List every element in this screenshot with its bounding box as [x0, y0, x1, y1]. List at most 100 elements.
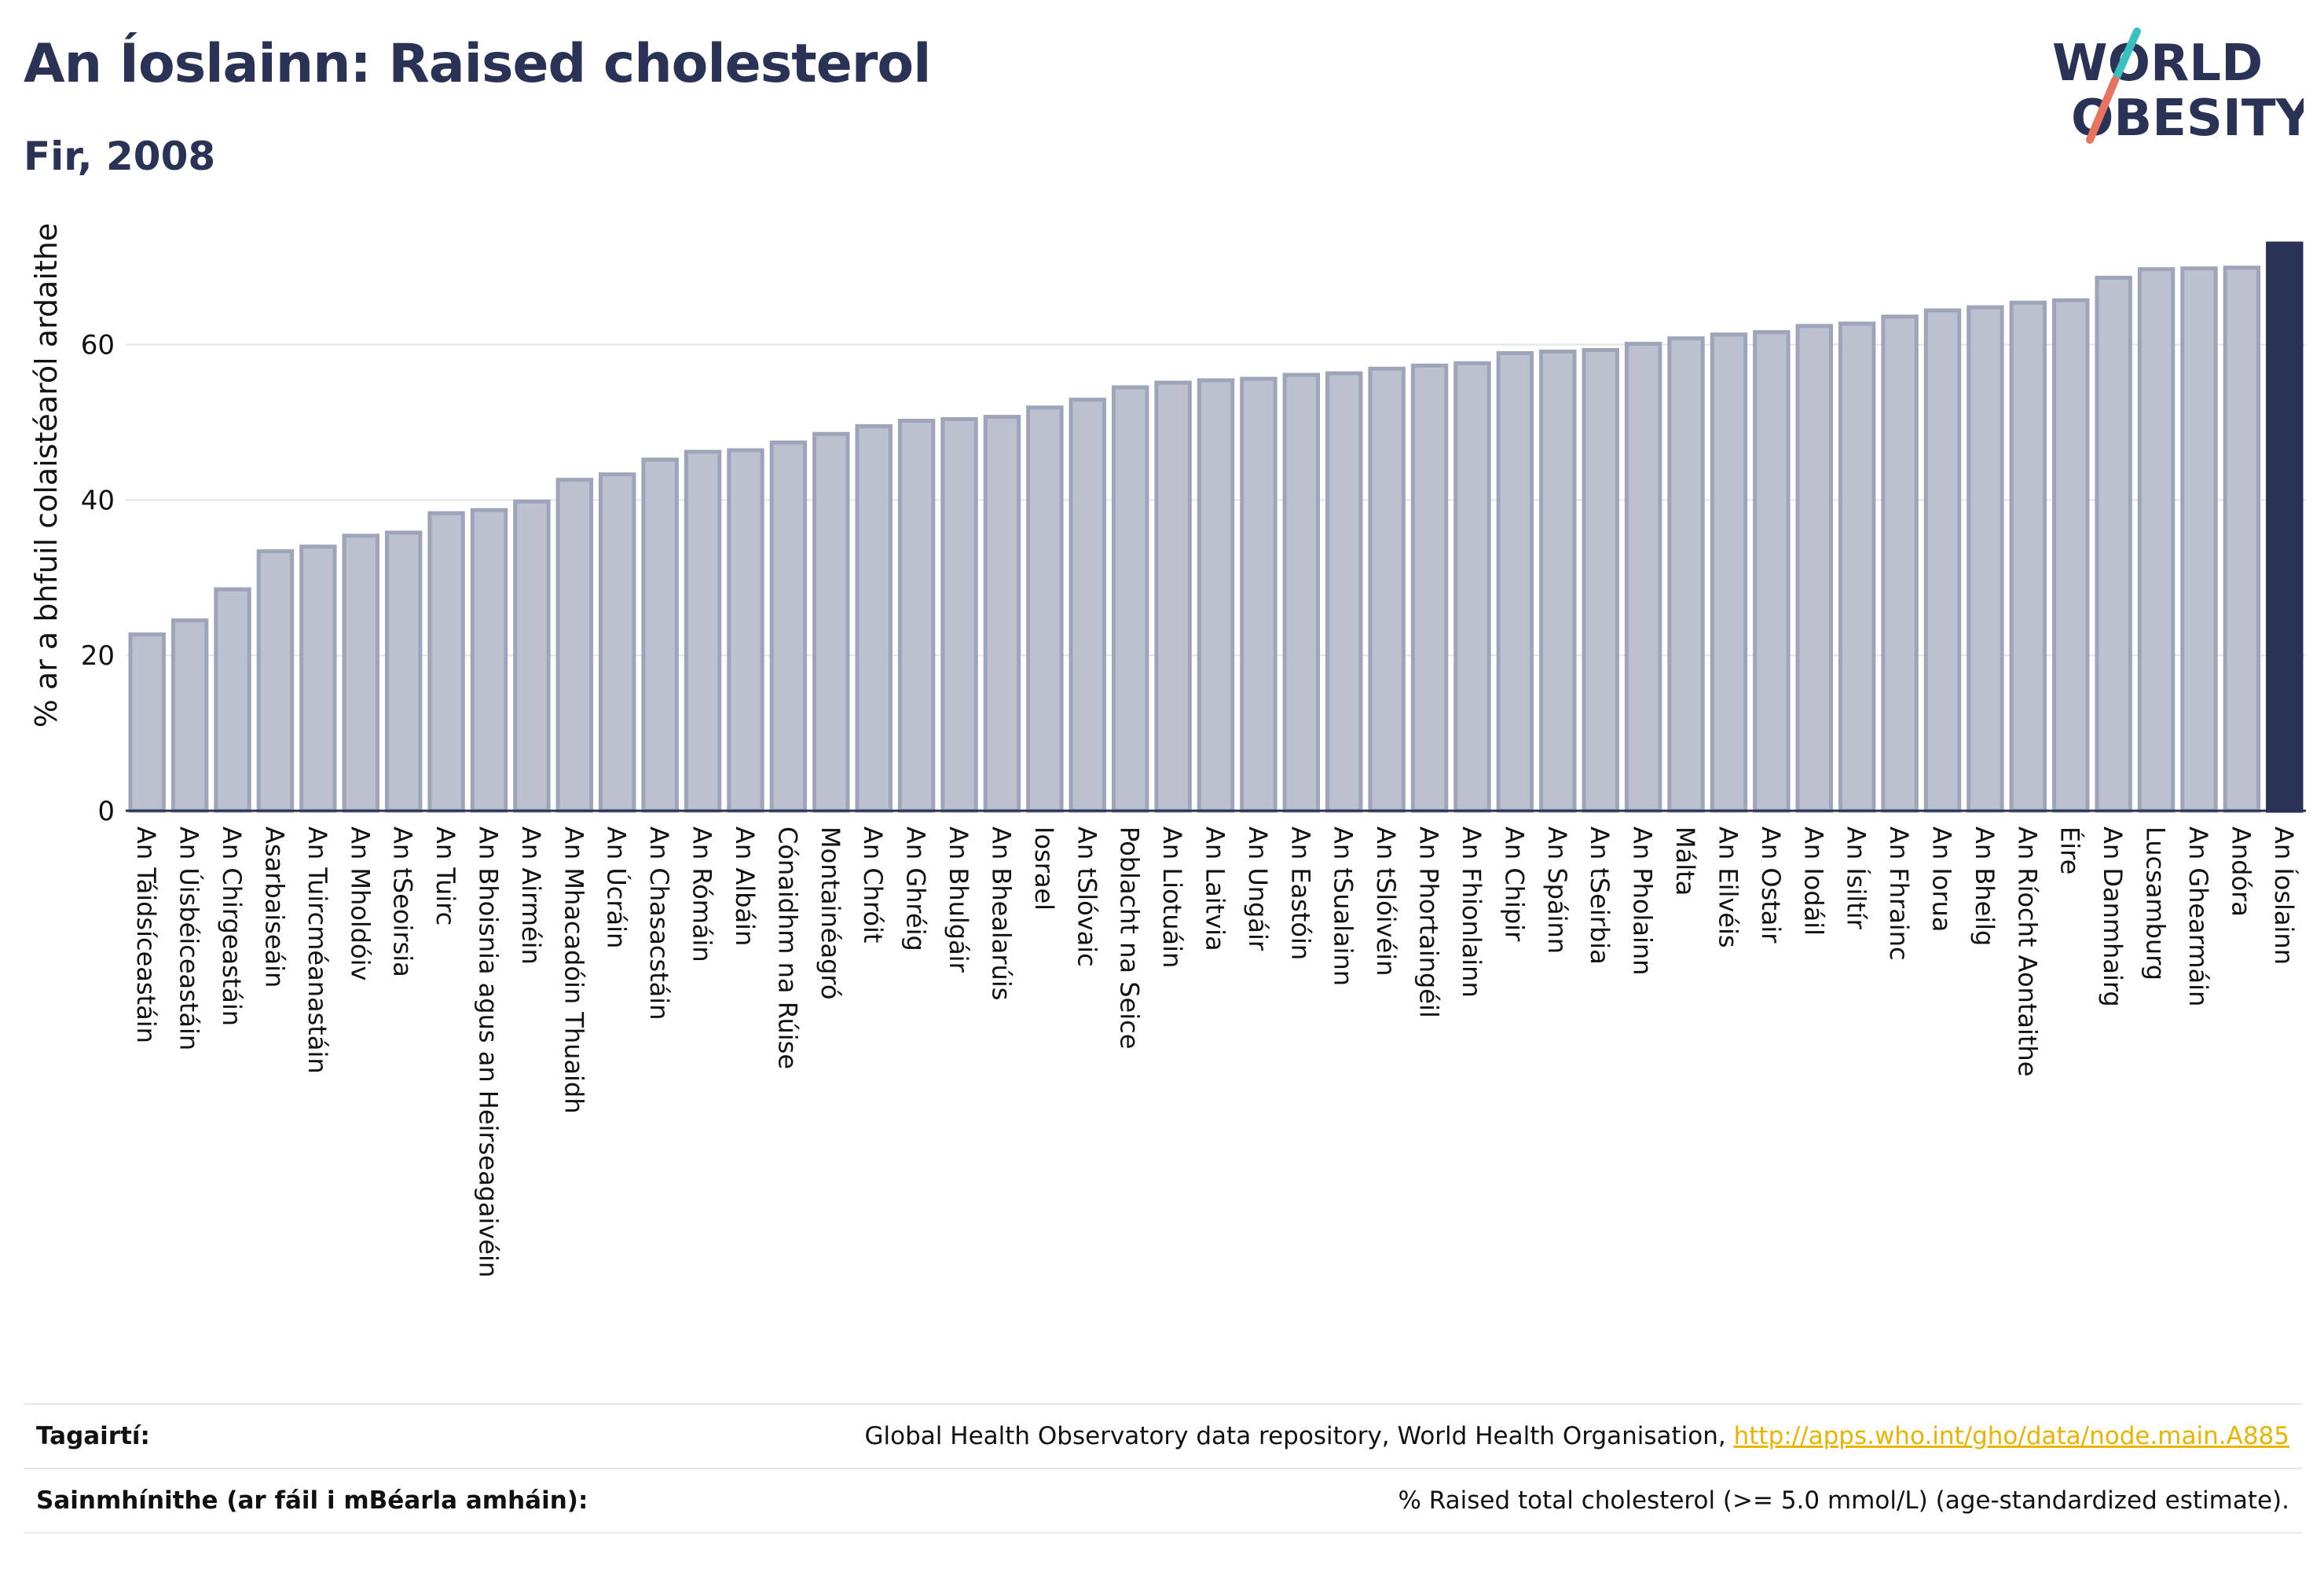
x-tick-label: An Liotuáin	[1157, 826, 1187, 968]
x-tick-label: An Iodáil	[1798, 826, 1828, 936]
x-tick-label: Asarbaiseáin	[259, 826, 289, 988]
x-tick-label: An Chirgeastáin	[217, 826, 247, 1026]
bar	[128, 632, 166, 813]
references-text: Global Health Observatory data repositor…	[864, 1422, 1734, 1450]
x-tick-labels: An Táidsíceastáin An Úisbéiceastáin An Chi…	[131, 826, 2299, 1277]
x-tick-label: An Phortaingéil	[1414, 826, 1444, 1018]
x-tick-label: An Úisbéiceastáin	[174, 826, 205, 1050]
bar	[684, 449, 722, 813]
x-tick-label: Andóra	[2226, 826, 2256, 917]
bar	[1453, 361, 1491, 813]
bar	[1154, 380, 1192, 813]
references-label: Tagairtí:	[36, 1422, 150, 1450]
bar	[1282, 372, 1321, 813]
bar	[1026, 405, 1064, 813]
x-tick-label: An Spáinn	[1542, 826, 1572, 954]
bar	[1111, 385, 1149, 813]
x-tick-label: Poblacht na Seice	[1115, 826, 1145, 1049]
bar	[769, 440, 808, 813]
references-link[interactable]: http://apps.who.int/gho/data/node.main.A…	[1733, 1422, 2289, 1450]
references-row: Tagairtí: Global Health Observatory data…	[24, 1403, 2302, 1468]
x-tick-label: An Ghearmáin	[2183, 826, 2213, 1006]
bar	[2052, 298, 2090, 813]
x-tick-label: An Chróit	[858, 826, 888, 943]
x-tick-label: An Eilvéis	[1713, 826, 1743, 948]
x-tick-label: An Bhealarúis	[986, 826, 1016, 1000]
x-tick-label: An Iorua	[1927, 826, 1957, 932]
bar	[170, 618, 209, 813]
bar	[1710, 332, 1748, 813]
x-tick-label: Málta	[1670, 826, 1700, 896]
y-tick-labels: 0 20 40 60	[81, 330, 115, 827]
x-tick-label: An Ghréig	[901, 826, 931, 951]
bar	[1368, 366, 1406, 813]
footer: Tagairtí: Global Health Observatory data…	[24, 1403, 2302, 1534]
world-obesity-logo: WORLD OBESITY	[2052, 27, 2304, 148]
bar	[1582, 347, 1619, 813]
bar	[1667, 336, 1705, 813]
bar	[299, 544, 337, 813]
x-tick-label: An Tuircméanastáin	[302, 826, 332, 1074]
y-axis-label: % ar a bhfuil colaistéaról ardaithe	[29, 223, 64, 728]
bar	[1496, 350, 1534, 813]
x-tick-label: An Danmhairg	[2098, 826, 2128, 1007]
bar	[812, 431, 850, 813]
chart-subtitle: Fir, 2008	[24, 134, 216, 179]
x-tick-label: An Fhionlainn	[1457, 826, 1486, 998]
x-tick-label: Lucsamburg	[2141, 826, 2171, 980]
bar	[555, 478, 594, 813]
x-tick-label: An Táidsíceastáin	[131, 826, 161, 1043]
bar	[342, 533, 379, 813]
x-tick-label: An Rómáin	[687, 826, 717, 962]
bar	[599, 472, 636, 813]
bar	[470, 508, 508, 813]
bar	[1624, 342, 1662, 813]
x-tick-label: An Bhulgáir	[944, 826, 973, 973]
x-tick-label: An Ísiltír	[1842, 826, 1871, 930]
x-tick-label: An Pholainn	[1628, 826, 1658, 975]
bar	[256, 549, 295, 813]
bar	[214, 587, 251, 813]
bar	[1069, 398, 1106, 813]
bar	[940, 417, 978, 813]
bar	[2180, 266, 2218, 813]
x-tick-label: An Ostair	[1756, 826, 1786, 944]
x-tick-label: An Íoslainn	[2269, 826, 2299, 965]
x-tick-label: An tSeoirsia	[388, 826, 418, 977]
y-tick-label: 40	[81, 485, 115, 516]
x-tick-label: An tSlóivéin	[1371, 826, 1401, 976]
bar	[2223, 266, 2261, 813]
x-tick-label: An Eastóin	[1285, 826, 1315, 960]
x-tick-label: An tSeirbia	[1585, 826, 1615, 965]
bar-chart: 0 20 40 60 An Táidsíceastáin An Úisbéiceastá…	[29, 223, 2306, 1277]
x-tick-label: An Mholdóiv	[345, 826, 375, 980]
bar	[2095, 276, 2132, 813]
y-tick-label: 60	[81, 330, 115, 361]
bar	[727, 448, 764, 813]
bar	[1240, 376, 1277, 813]
definitions-label: Sainmhínithe (ar fáil i mBéarla amháin):	[36, 1486, 588, 1515]
x-tick-label: An tSlóvaic	[1072, 826, 1102, 967]
x-tick-label: An Tuirc	[431, 826, 460, 925]
bar	[1881, 314, 1919, 813]
bar	[1838, 321, 1876, 813]
bar	[1410, 363, 1449, 813]
x-tick-label: An Bheilg	[1970, 826, 2000, 946]
logo-slash-bottom	[2086, 76, 2119, 144]
x-tick-label: An Ríocht Aontaithe	[2012, 826, 2042, 1076]
x-tick-label: An tSualainn	[1329, 826, 1358, 986]
y-tick-label: 0	[97, 796, 115, 827]
x-tick-label: An Bhoisnia agus an Heirseagaivéin	[474, 826, 504, 1277]
x-tick-label: An Mhacadóin Thuaidh	[559, 826, 588, 1113]
bar	[384, 530, 423, 813]
x-tick-label: An Úcráin	[602, 826, 632, 948]
bar	[1325, 371, 1363, 813]
definitions-row: Sainmhínithe (ar fáil i mBéarla amháin):…	[24, 1468, 2302, 1534]
x-tick-label: Montainéagró	[816, 826, 845, 999]
x-tick-label: Iosrael	[1029, 826, 1059, 911]
bar	[983, 415, 1021, 813]
bar	[2266, 241, 2304, 813]
bars	[128, 241, 2304, 813]
bar	[1923, 308, 1962, 813]
x-tick-label: An Albáin	[730, 826, 760, 946]
